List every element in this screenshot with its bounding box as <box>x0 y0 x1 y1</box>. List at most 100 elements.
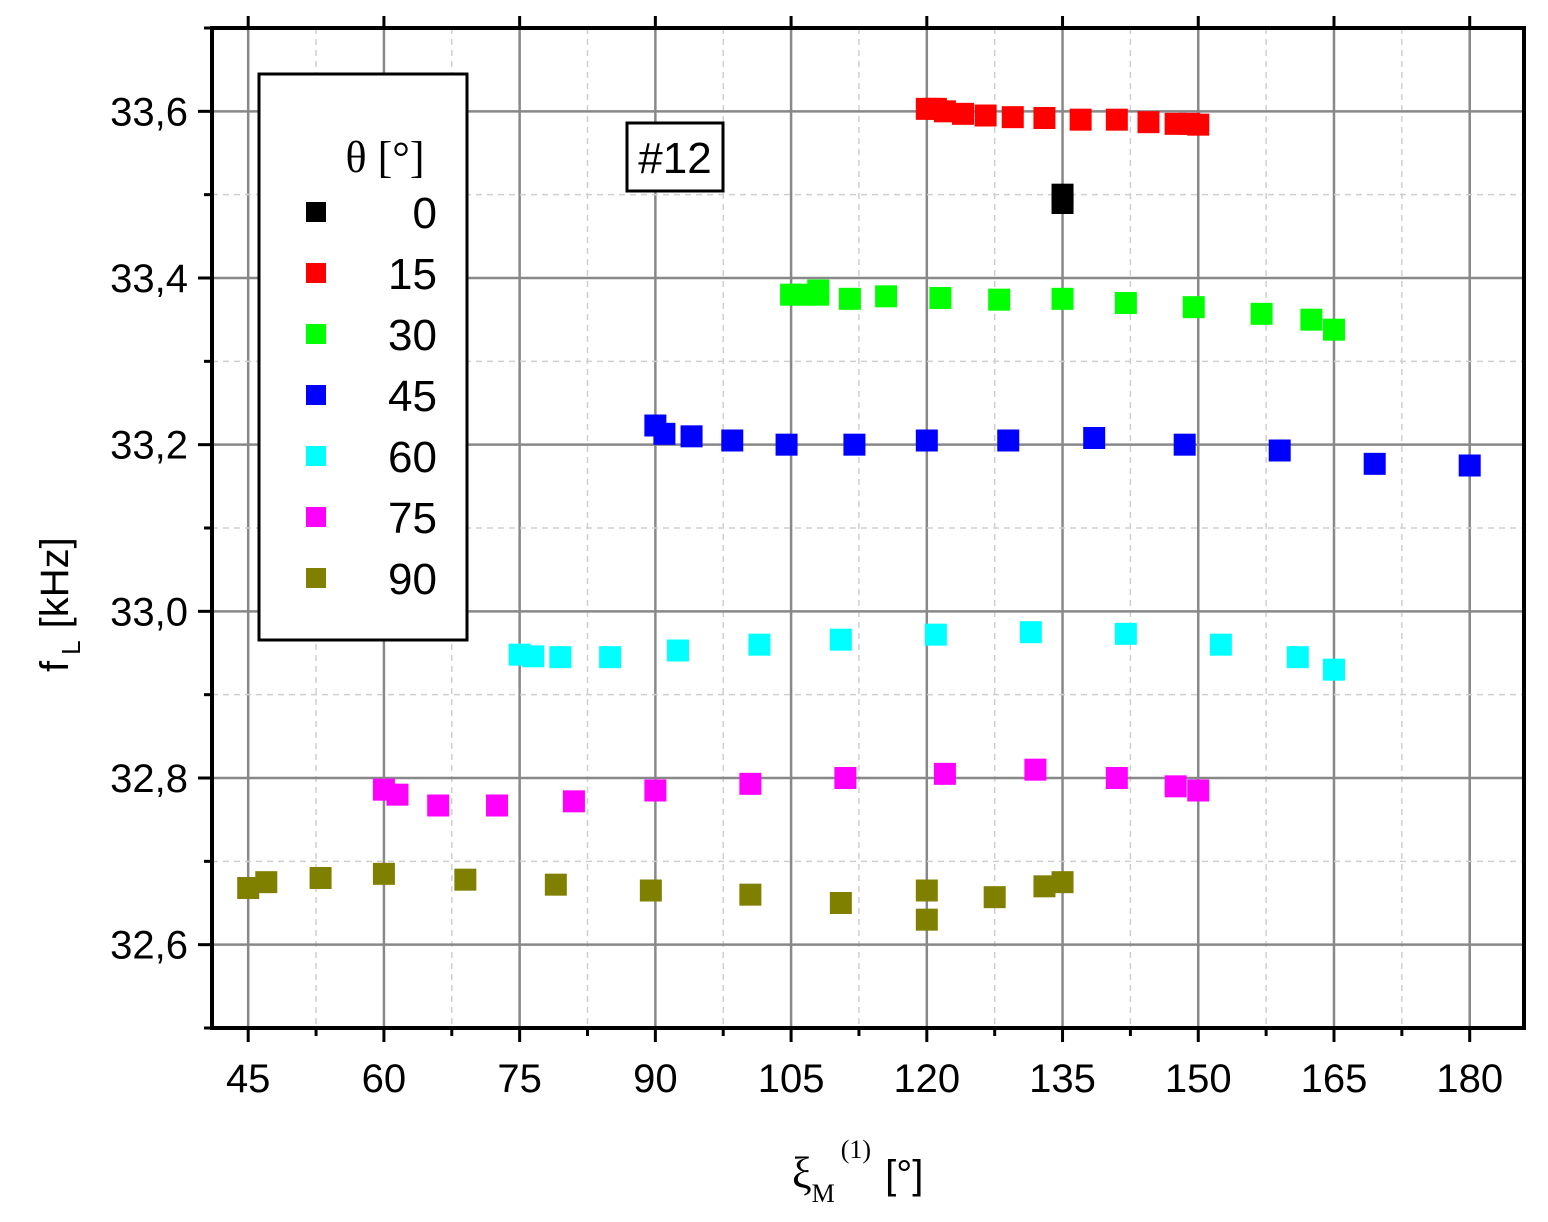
data-point <box>1322 318 1345 341</box>
data-point <box>1024 758 1047 781</box>
data-point <box>386 783 409 806</box>
data-point <box>562 790 585 813</box>
data-point <box>838 287 861 310</box>
data-point <box>1051 871 1074 894</box>
annotation-label: #12 <box>638 134 711 183</box>
series-15 <box>915 97 1210 136</box>
data-point <box>1105 108 1128 131</box>
y-axis-title: fL [kHz] <box>33 537 86 672</box>
data-point <box>639 879 662 902</box>
axis-tick-labels: 45 60 75 90 105 120 135 150 165 18032,632,833,033… <box>110 90 1503 1101</box>
data-point <box>1001 106 1024 129</box>
data-point <box>1268 439 1291 462</box>
data-point <box>997 429 1020 452</box>
data-point <box>644 779 667 802</box>
legend-label: 75 <box>388 494 437 543</box>
y-tick-label: 33,4 <box>110 257 188 301</box>
data-point <box>1458 454 1481 477</box>
data-point <box>1019 621 1042 644</box>
x-axis-title: ξM(1) [°] <box>792 1135 923 1208</box>
data-point <box>666 639 689 662</box>
annotation-box: #12 <box>625 121 725 193</box>
data-point <box>739 883 762 906</box>
x-tick-label: 75 <box>497 1057 542 1101</box>
data-point <box>875 285 898 308</box>
data-point <box>1114 622 1137 645</box>
data-point <box>1187 779 1210 802</box>
data-point <box>915 429 938 452</box>
legend-item: 15 <box>306 250 437 299</box>
data-point <box>1173 433 1196 456</box>
data-point <box>933 762 956 785</box>
series-75 <box>372 758 1210 817</box>
x-axis-unit: [°] <box>885 1153 923 1197</box>
x-tick-label: 150 <box>1165 1057 1232 1101</box>
x-tick-label: 60 <box>362 1057 407 1101</box>
legend-swatch <box>306 446 326 466</box>
data-point <box>1137 111 1160 134</box>
data-point <box>924 623 947 646</box>
data-point <box>843 433 866 456</box>
data-point <box>929 287 952 309</box>
series-60 <box>508 621 1345 681</box>
legend-item: 45 <box>306 372 437 421</box>
data-point <box>1051 287 1074 310</box>
data-point <box>454 868 477 891</box>
y-axis-subscript: L <box>56 640 86 654</box>
legend-swatch <box>306 568 326 588</box>
data-point <box>1033 875 1056 898</box>
data-point <box>915 908 938 931</box>
y-axis-unit: [kHz] <box>33 537 77 628</box>
data-point <box>952 102 975 125</box>
data-point <box>653 422 676 445</box>
data-point <box>1209 633 1232 656</box>
axis-ticks <box>198 16 1472 1042</box>
x-tick-label: 45 <box>226 1057 271 1101</box>
data-point <box>599 646 622 669</box>
x-tick-label: 120 <box>893 1057 960 1101</box>
x-axis-subscript: M <box>812 1179 835 1208</box>
data-point <box>486 794 509 817</box>
data-point <box>1083 427 1106 449</box>
legend-label: 45 <box>388 372 437 421</box>
legend-label: 0 <box>413 189 437 238</box>
legend-item: 75 <box>306 494 437 543</box>
legend-frame <box>257 72 469 642</box>
legend-swatch <box>306 385 326 405</box>
legend-item: 90 <box>306 555 437 604</box>
legend-swatch <box>306 324 326 344</box>
data-point <box>1322 658 1345 681</box>
series-90 <box>237 862 1074 931</box>
x-axis-symbol: ξ <box>792 1149 812 1198</box>
legend-label: 15 <box>388 250 437 299</box>
x-axis-superscript: (1) <box>841 1135 871 1164</box>
data-point <box>1187 113 1210 136</box>
legend-label: 30 <box>388 311 437 360</box>
y-axis-symbol: f <box>33 660 77 672</box>
data-point <box>1114 292 1137 314</box>
series-30 <box>780 279 1345 341</box>
data-point <box>983 886 1006 909</box>
legend-item: 60 <box>306 433 437 482</box>
legend-title: θ [°] <box>346 133 425 182</box>
data-point <box>807 279 830 302</box>
data-point <box>680 425 703 448</box>
x-tick-label: 105 <box>758 1057 825 1101</box>
data-point <box>1286 646 1309 669</box>
data-point <box>372 862 395 885</box>
data-point <box>309 867 332 889</box>
data-markers <box>237 97 1481 931</box>
y-tick-label: 32,6 <box>110 924 188 968</box>
data-point <box>834 767 857 789</box>
legend-title-text: θ [°] <box>346 133 425 182</box>
data-point <box>1069 108 1092 131</box>
x-tick-label: 180 <box>1436 1057 1503 1101</box>
data-point <box>933 100 956 123</box>
data-point <box>1033 107 1056 129</box>
data-point <box>522 645 545 668</box>
annotation-frame <box>625 121 725 193</box>
data-point <box>1164 775 1187 798</box>
data-point <box>255 871 278 894</box>
data-point <box>748 633 771 656</box>
